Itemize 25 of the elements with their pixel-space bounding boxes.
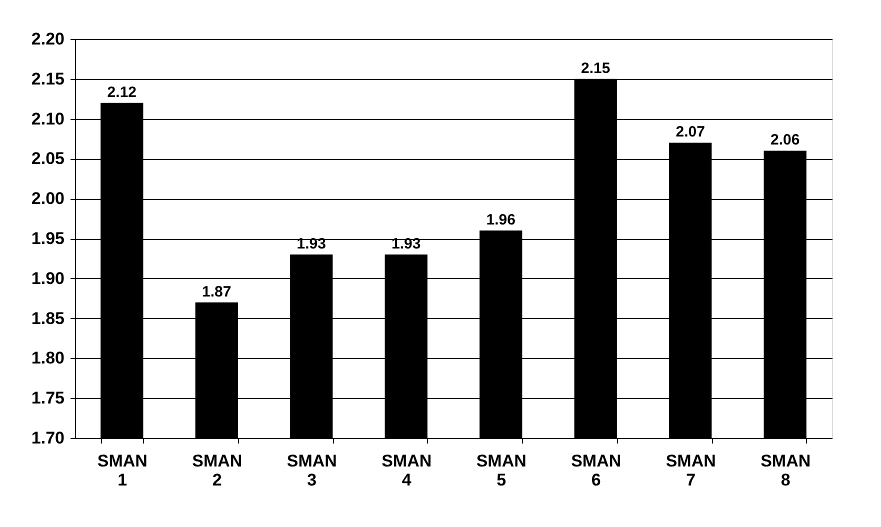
data-label: 1.87	[202, 283, 232, 300]
y-tick-label: 1.70	[31, 428, 64, 448]
data-label: 2.07	[676, 124, 705, 141]
y-tick-label: 2.10	[31, 109, 64, 128]
y-tick-label: 2.20	[31, 30, 64, 48]
x-tick-label: SMAN 7	[666, 452, 716, 490]
x-tick-label: SMAN 5	[476, 452, 526, 490]
y-tick-label: 1.90	[31, 268, 64, 288]
y-tick-label: 2.05	[31, 149, 64, 168]
x-tick-label: SMAN 2	[192, 452, 242, 490]
x-tick-label: SMAN 1	[97, 452, 148, 490]
y-tick-label: 2.15	[31, 69, 64, 88]
data-label: 2.15	[581, 60, 610, 77]
x-tick-label: SMAN 6	[571, 452, 622, 490]
x-tick-label: SMAN 8	[760, 452, 811, 490]
data-label: 1.96	[486, 212, 516, 229]
y-tick-label: 1.80	[31, 348, 64, 368]
y-tick-label: 1.95	[31, 229, 64, 248]
x-tick-label: SMAN 4	[382, 452, 432, 490]
data-label: 2.12	[107, 84, 136, 101]
data-label: 2.06	[770, 132, 800, 149]
y-tick-label: 1.75	[31, 388, 64, 408]
y-tick-label: 2.00	[31, 189, 64, 208]
x-tick-label: SMAN 3	[286, 452, 337, 490]
y-tick-label: 1.85	[31, 308, 64, 328]
